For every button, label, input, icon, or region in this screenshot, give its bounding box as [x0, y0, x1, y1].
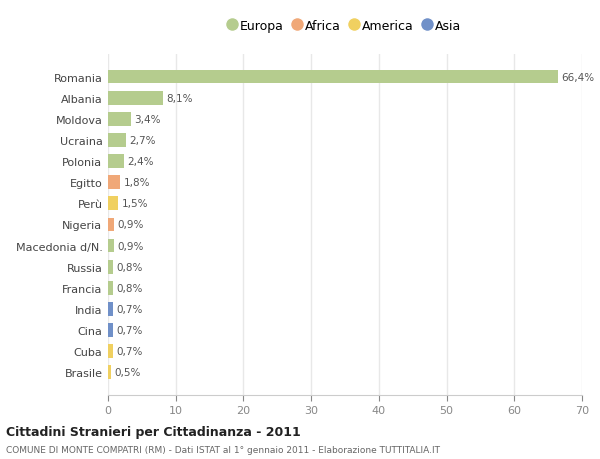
- Text: 0,5%: 0,5%: [115, 368, 141, 377]
- Bar: [108, 281, 113, 295]
- Text: 1,5%: 1,5%: [122, 199, 148, 209]
- Bar: [108, 197, 118, 211]
- Text: 0,8%: 0,8%: [117, 283, 143, 293]
- Bar: [108, 302, 113, 316]
- Text: 66,4%: 66,4%: [561, 73, 594, 82]
- Text: 3,4%: 3,4%: [134, 115, 161, 124]
- Text: 0,9%: 0,9%: [118, 241, 144, 251]
- Bar: [108, 239, 114, 253]
- Bar: [108, 218, 114, 232]
- Bar: [108, 92, 163, 105]
- Bar: [108, 324, 113, 337]
- Text: 2,4%: 2,4%: [128, 157, 154, 167]
- Legend: Europa, Africa, America, Asia: Europa, Africa, America, Asia: [226, 17, 464, 35]
- Bar: [108, 260, 113, 274]
- Text: COMUNE DI MONTE COMPATRI (RM) - Dati ISTAT al 1° gennaio 2011 - Elaborazione TUT: COMUNE DI MONTE COMPATRI (RM) - Dati IST…: [6, 445, 440, 454]
- Text: 0,9%: 0,9%: [118, 220, 144, 230]
- Bar: [108, 345, 113, 358]
- Bar: [108, 155, 124, 168]
- Bar: [108, 71, 557, 84]
- Text: 0,8%: 0,8%: [117, 262, 143, 272]
- Text: 2,7%: 2,7%: [130, 135, 156, 146]
- Text: 0,7%: 0,7%: [116, 347, 143, 356]
- Bar: [108, 134, 126, 147]
- Text: Cittadini Stranieri per Cittadinanza - 2011: Cittadini Stranieri per Cittadinanza - 2…: [6, 425, 301, 438]
- Text: 1,8%: 1,8%: [124, 178, 150, 188]
- Text: 0,7%: 0,7%: [116, 304, 143, 314]
- Text: 8,1%: 8,1%: [166, 94, 193, 103]
- Bar: [108, 112, 131, 126]
- Text: 0,7%: 0,7%: [116, 325, 143, 335]
- Bar: [108, 176, 120, 190]
- Bar: [108, 366, 112, 379]
